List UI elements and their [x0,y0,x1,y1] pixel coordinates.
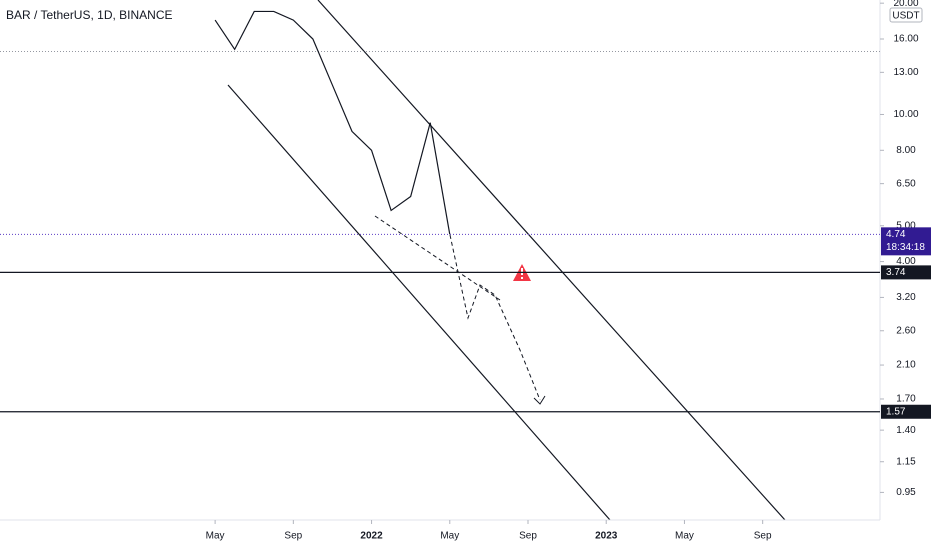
x-tick-label: Sep [519,531,537,542]
price-line-series [214,10,451,235]
y-tick-label: 1.40 [896,425,916,436]
projection-trend [374,215,501,301]
y-tick-label: 6.50 [896,178,916,189]
channel-upper [317,0,786,521]
currency-box[interactable] [889,7,923,23]
y-tick-label: 5.00 [896,220,916,231]
x-tick-label: May [206,531,225,542]
x-tick-label: May [675,531,694,542]
x-tick-label: May [440,531,459,542]
channel-lower [227,84,611,521]
x-tick-label: Sep [284,531,302,542]
y-tick-label: 1.15 [896,456,916,467]
y-tick-label: 3.20 [896,292,916,303]
current-price-label: 4.74 [886,229,906,240]
y-tick-label: 2.60 [896,325,916,336]
x-tick-label: Sep [754,531,772,542]
projection-arrow [533,395,546,405]
y-tick-label: 8.00 [896,145,916,156]
y-tick-label: 20.00 [893,0,918,9]
currency-label: USDT [892,11,919,22]
y-tick-label: 0.95 [896,487,916,498]
price-line-label: 3.74 [886,267,906,278]
y-tick-label: 1.70 [896,394,916,405]
price-line-label: 1.57 [886,406,906,417]
y-tick-label: 13.00 [893,67,918,78]
x-tick-label: 2022 [360,531,383,542]
price-line-badge [881,265,931,280]
x-tick-label: 2023 [595,531,618,542]
current-price-badge [881,227,931,256]
chart-title: BAR / TetherUS, 1D, BINANCE [6,8,173,22]
y-tick-label: 4.00 [896,256,916,267]
price-line-badge [881,404,931,419]
y-tick-label: 2.10 [896,360,916,371]
y-tick-label: 16.00 [893,34,918,45]
countdown-label: 18:34:18 [886,242,925,253]
projection-path [449,234,541,401]
y-tick-label: 10.00 [893,109,918,120]
